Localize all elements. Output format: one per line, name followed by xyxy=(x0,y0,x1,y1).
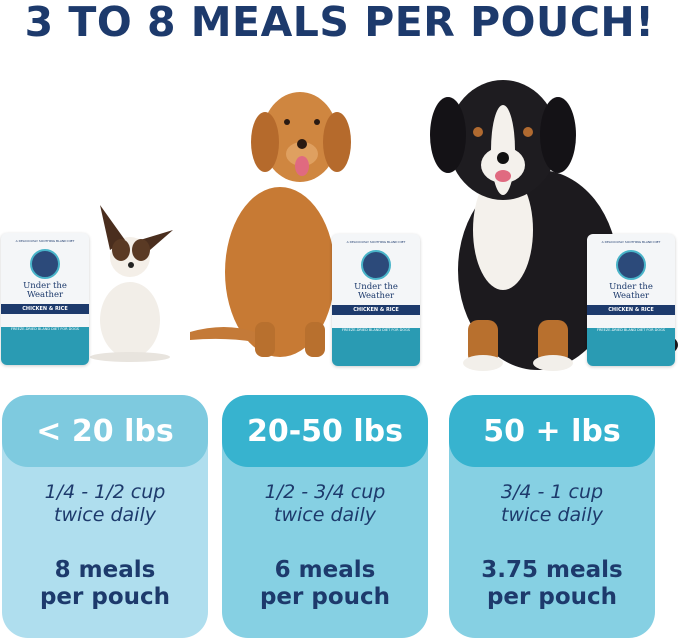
meals-text: 3.75 meals per pouch xyxy=(481,557,623,610)
pouch-subtitle: FREEZE-DRIED BLAND DIET FOR DOGS xyxy=(10,327,80,331)
weight-label: 20-50 lbs xyxy=(222,395,428,467)
product-pouch: A DELICIOUSLY SOOTHING BLAND DIET Under … xyxy=(332,234,420,366)
weight-label: < 20 lbs xyxy=(2,395,208,467)
meals-text: 8 meals per pouch xyxy=(39,557,171,610)
pouch-brand: Under the Weather xyxy=(354,282,398,301)
meals-text: 6 meals per pouch xyxy=(259,557,391,610)
weight-label: 50 + lbs xyxy=(449,395,655,467)
pouch-flavor: CHICKEN & RICE xyxy=(332,305,420,315)
serving-card-small: < 20 lbs 1/4 - 1/2 cup twice daily 8 meal… xyxy=(2,395,208,638)
dose-text: 1/2 - 3/4 cup twice daily xyxy=(264,481,386,526)
pouch-brand: Under the Weather xyxy=(23,281,67,300)
golden-retriever-image xyxy=(190,92,351,357)
brand-logo-icon xyxy=(30,249,60,279)
dose-text: 1/4 - 1/2 cup twice daily xyxy=(44,481,166,526)
pouch-tagline: A DELICIOUSLY SOOTHING BLAND DIET xyxy=(15,239,75,243)
pouch-subtitle: FREEZE-DRIED BLAND DIET FOR DOGS xyxy=(596,328,666,332)
pouch-flavor: CHICKEN & RICE xyxy=(1,304,89,314)
papillon-dog-image xyxy=(90,205,173,362)
brand-logo-icon xyxy=(361,250,391,280)
pouch-tagline: A DELICIOUSLY SOOTHING BLAND DIET xyxy=(346,240,406,244)
pouch-brand: Under the Weather xyxy=(609,282,653,301)
bernese-puppy-image xyxy=(430,80,678,371)
headline: 3 TO 8 MEALS PER POUCH! xyxy=(24,0,655,46)
brand-logo-icon xyxy=(616,250,646,280)
pouch-tagline: A DELICIOUSLY SOOTHING BLAND DIET xyxy=(601,240,661,244)
product-pouch: A DELICIOUSLY SOOTHING BLAND DIET Under … xyxy=(1,233,89,365)
serving-card-large: 50 + lbs 3/4 - 1 cup twice daily 3.75 mea… xyxy=(449,395,655,638)
dose-text: 3/4 - 1 cup twice daily xyxy=(500,481,604,526)
product-pouch: A DELICIOUSLY SOOTHING BLAND DIET Under … xyxy=(587,234,675,366)
pouch-flavor: CHICKEN & RICE xyxy=(587,305,675,315)
pouch-subtitle: FREEZE-DRIED BLAND DIET FOR DOGS xyxy=(341,328,411,332)
serving-card-medium: 20-50 lbs 1/2 - 3/4 cup twice daily 6 mea… xyxy=(222,395,428,638)
